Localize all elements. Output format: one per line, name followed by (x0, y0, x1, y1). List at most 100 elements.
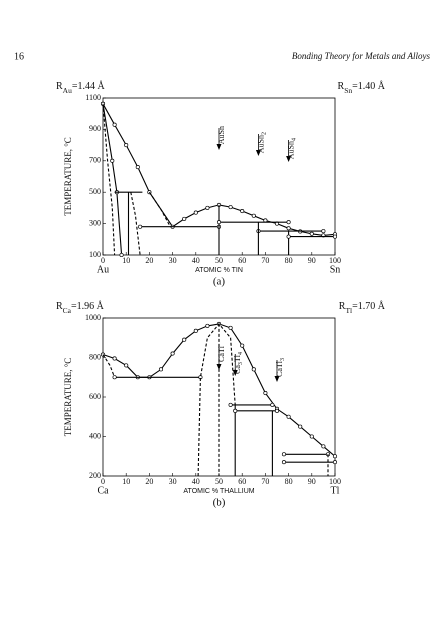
y-tick-label: 200 (89, 471, 101, 480)
x-tick-label: 40 (192, 477, 200, 486)
compound-label-part: CaTl (275, 360, 284, 377)
y-tick-label: 1000 (85, 313, 101, 322)
radius-label: RCa=1.96 Å (56, 300, 105, 315)
compound-label-part: CaTl (217, 345, 226, 362)
x-tick-label: 80 (285, 256, 293, 265)
compound-label-part: Tl (233, 354, 242, 362)
radius-label-part: =1.44 Å (72, 80, 106, 92)
end-label: Sn (330, 264, 341, 275)
compound-label: AuSn4 (286, 138, 298, 159)
x-tick-label: 0 (101, 477, 105, 486)
x-axis-title: ATOMIC % THALLIUM (183, 488, 254, 495)
radius-label-part: R (56, 81, 63, 92)
x-tick-label: 80 (285, 477, 293, 486)
compound-label-part: Ca (233, 365, 242, 374)
compound-label-part: 3 (239, 362, 245, 365)
x-tick-label: 20 (145, 256, 153, 265)
data-point (240, 208, 245, 214)
x-tick-label: 10 (122, 256, 130, 265)
data-point (205, 205, 210, 210)
data-point (321, 444, 326, 449)
radius-label-part: R (56, 301, 63, 312)
y-axis-title: TEMPERATURE, °C (63, 137, 73, 216)
data-point (274, 408, 280, 413)
x-tick-label: 70 (261, 256, 269, 265)
data-point (251, 213, 256, 218)
phase-line (148, 191, 171, 227)
end-label: Ca (97, 485, 109, 496)
y-tick-label: 600 (89, 392, 101, 401)
compound-label-part: 2 (262, 132, 268, 135)
x-tick-label: 0 (101, 256, 105, 265)
y-tick-label: 1100 (85, 93, 101, 102)
compound-label: Ca3Tl4 (233, 352, 245, 374)
radius-label: RSn=1.40 Å (338, 80, 386, 95)
compound-label-part: 4 (292, 138, 298, 141)
arrow-head (216, 364, 222, 370)
phase-line (130, 192, 141, 256)
data-point (309, 434, 314, 439)
radius-label-part: =1.70 Å (352, 300, 386, 312)
caption: (a) (213, 276, 226, 288)
arrow-head (216, 144, 222, 150)
radius-label-part: =1.96 Å (71, 300, 105, 312)
x-tick-label: 60 (238, 477, 246, 486)
data-point (182, 216, 187, 221)
radius-label-part: Au (63, 86, 72, 95)
data-point (309, 231, 314, 236)
x-tick-label: 70 (261, 477, 269, 486)
phase-line (102, 354, 116, 378)
data-point (332, 460, 338, 465)
data-point (119, 252, 124, 258)
page-number: 16 (14, 51, 24, 62)
phase-line (102, 103, 123, 256)
compound-label-part: AuSn (217, 126, 226, 144)
x-tick-label: 90 (308, 477, 316, 486)
y-tick-label: 800 (89, 352, 101, 361)
running-title: Bonding Theory for Metals and Alloys (292, 51, 431, 61)
data-point (216, 220, 222, 225)
compound-label: AuSn2 (256, 132, 268, 153)
radius-label: RAu=1.44 Å (56, 80, 105, 95)
compound-label: CaTl (217, 345, 226, 362)
radius-label-part: R (339, 301, 346, 312)
data-point (281, 452, 287, 457)
data-point (281, 460, 287, 465)
compound-label: CaTl3 (275, 358, 287, 377)
data-point (124, 363, 129, 368)
data-point (270, 402, 275, 407)
compound-label-part: AuSn (286, 141, 295, 159)
caption: (b) (213, 497, 226, 509)
data-point (112, 356, 117, 361)
phase-line (197, 323, 236, 477)
y-tick-label: 100 (89, 250, 101, 259)
data-point (228, 325, 233, 330)
radius-label-part: Ca (63, 306, 72, 315)
data-point (286, 226, 291, 231)
y-tick-label: 500 (89, 187, 101, 196)
y-tick-label: 300 (89, 218, 101, 227)
y-tick-label: 400 (89, 431, 101, 440)
x-tick-label: 20 (145, 477, 153, 486)
data-point (138, 224, 143, 229)
x-axis-title: ATOMIC % TIN (195, 267, 243, 274)
arrow-head (232, 370, 238, 376)
data-point (228, 205, 233, 210)
data-point (193, 328, 198, 333)
y-axis-title: TEMPERATURE, °C (63, 358, 73, 437)
data-point (286, 220, 291, 225)
compound-label: AuSn (217, 126, 226, 144)
data-point (228, 402, 233, 407)
y-tick-label: 700 (89, 156, 101, 165)
radius-label-part: R (338, 81, 345, 92)
compound-label-part: 3 (280, 358, 286, 361)
arrow-head (255, 150, 261, 156)
end-label: Au (97, 264, 109, 275)
data-point (251, 367, 256, 372)
data-point (298, 424, 303, 429)
data-point (233, 408, 238, 413)
data-point (182, 337, 187, 342)
x-tick-label: 50 (215, 256, 223, 265)
radius-label-part: Tl (345, 306, 352, 315)
